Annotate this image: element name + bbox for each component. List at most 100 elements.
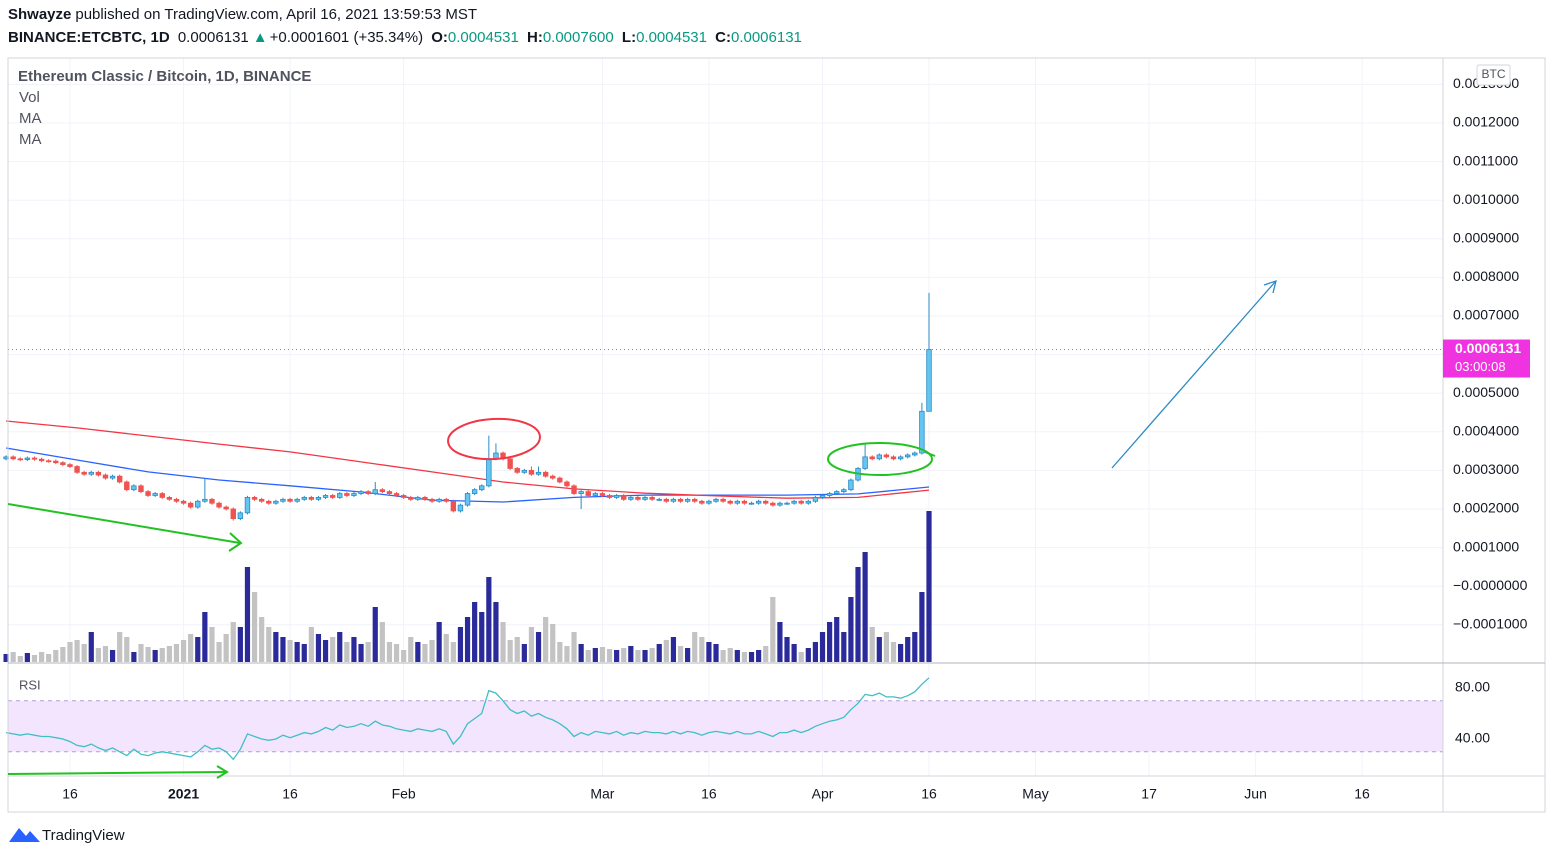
- candle-body: [578, 491, 584, 494]
- candle-body: [770, 502, 776, 506]
- candle-body: [805, 500, 812, 504]
- candle-body: [244, 497, 251, 514]
- candle-body: [450, 500, 457, 512]
- candle-body: [571, 485, 577, 494]
- candle-body: [202, 498, 208, 502]
- volume-bar: [173, 644, 180, 662]
- y-tick-label: 0.0002000: [1453, 500, 1519, 516]
- volume-bar: [578, 644, 584, 662]
- candle-body: [777, 502, 783, 506]
- volume-bar: [251, 592, 258, 662]
- high-label: H:: [527, 29, 543, 46]
- candle-body: [699, 500, 705, 504]
- volume-bar: [81, 644, 87, 662]
- volume-bar: [244, 567, 251, 662]
- candle-body: [301, 497, 307, 500]
- volume-bar: [259, 617, 265, 662]
- candle-body: [621, 495, 627, 500]
- last-price-label: 0.0006131: [1455, 340, 1521, 356]
- volume-bar: [443, 634, 449, 662]
- candle-body: [706, 500, 712, 504]
- candle-body: [720, 498, 726, 502]
- volume-bar: [294, 642, 300, 662]
- volume-bar: [692, 632, 698, 662]
- low-value: 0.0004531: [636, 29, 707, 46]
- countdown-label: 03:00:08: [1455, 359, 1506, 374]
- x-tick-label: Feb: [392, 786, 416, 802]
- candle-body: [734, 500, 741, 504]
- volume-bar: [883, 632, 890, 662]
- candle-body: [819, 495, 826, 498]
- candle-body: [514, 468, 520, 473]
- candle-body: [81, 471, 87, 475]
- open-label: O:: [431, 29, 448, 46]
- candle-body: [784, 502, 790, 505]
- volume-bar: [344, 642, 350, 662]
- volume-bar: [855, 567, 861, 662]
- candle-body: [535, 471, 542, 475]
- candle-body: [109, 475, 116, 479]
- volume-bar: [614, 650, 620, 662]
- volume-bar: [479, 612, 485, 662]
- candle-body: [17, 458, 23, 461]
- chart-title: Ethereum Classic / Bitcoin, 1D, BINANCE: [18, 68, 311, 85]
- candle-body: [415, 497, 421, 500]
- candle-body: [713, 498, 719, 502]
- high-value: 0.0007600: [542, 29, 614, 46]
- volume-bar: [457, 627, 464, 662]
- candle-body: [74, 466, 80, 473]
- candle-body: [124, 481, 130, 491]
- candle-body: [613, 495, 620, 498]
- volume-bar: [713, 644, 719, 662]
- candle-body: [429, 498, 435, 502]
- close-label: C:: [715, 29, 731, 46]
- volume-bar: [685, 648, 691, 662]
- candle-body: [642, 497, 648, 500]
- volume-bar: [834, 617, 840, 662]
- volume-bar: [734, 650, 740, 662]
- volume-bar: [24, 653, 30, 662]
- rsi-green-arrow: [7, 771, 227, 775]
- candle-body: [358, 491, 364, 494]
- volume-bar: [422, 644, 428, 662]
- volume-bar: [727, 648, 733, 662]
- candle-body: [400, 495, 407, 498]
- volume-bar: [237, 627, 243, 662]
- candle-body: [834, 491, 840, 494]
- header-line-1: Shwayze published on TradingView.com, Apr…: [8, 6, 481, 23]
- volume-bar: [159, 648, 165, 662]
- volume-bar: [330, 637, 336, 662]
- volume-bar: [621, 648, 627, 662]
- volume-bar: [628, 646, 634, 662]
- volume-bar: [166, 646, 172, 662]
- candle-body: [436, 498, 442, 502]
- candle-body: [258, 498, 265, 502]
- green-circle: [827, 442, 933, 476]
- candle-body: [237, 512, 244, 520]
- candle-body: [656, 498, 662, 501]
- volume-bar: [145, 647, 151, 662]
- x-tick-label: Mar: [590, 786, 614, 802]
- volume-bar: [464, 617, 471, 662]
- candle-body: [500, 452, 506, 460]
- candle-body: [528, 469, 535, 475]
- candle-body: [855, 468, 861, 481]
- volume-bar: [919, 592, 925, 662]
- candle-body: [791, 500, 797, 504]
- volume-bar: [401, 650, 407, 662]
- y-tick-label: 0.0013000: [1453, 75, 1519, 91]
- x-tick-label: 16: [282, 786, 298, 802]
- volume-bar: [592, 648, 598, 662]
- green-arrowhead: [228, 532, 243, 552]
- candle-body: [486, 458, 492, 487]
- x-tick-label: 16: [701, 786, 717, 802]
- volume-bar: [642, 650, 648, 662]
- rsi-tick-label: 40.00: [1455, 730, 1490, 746]
- volume-bar: [507, 640, 513, 662]
- volume-bar: [500, 622, 506, 662]
- last-price-box: [1443, 339, 1530, 378]
- volume-bar: [365, 642, 371, 662]
- volume-bar: [429, 640, 435, 662]
- candle-body: [187, 502, 194, 508]
- volume-bar: [706, 642, 712, 662]
